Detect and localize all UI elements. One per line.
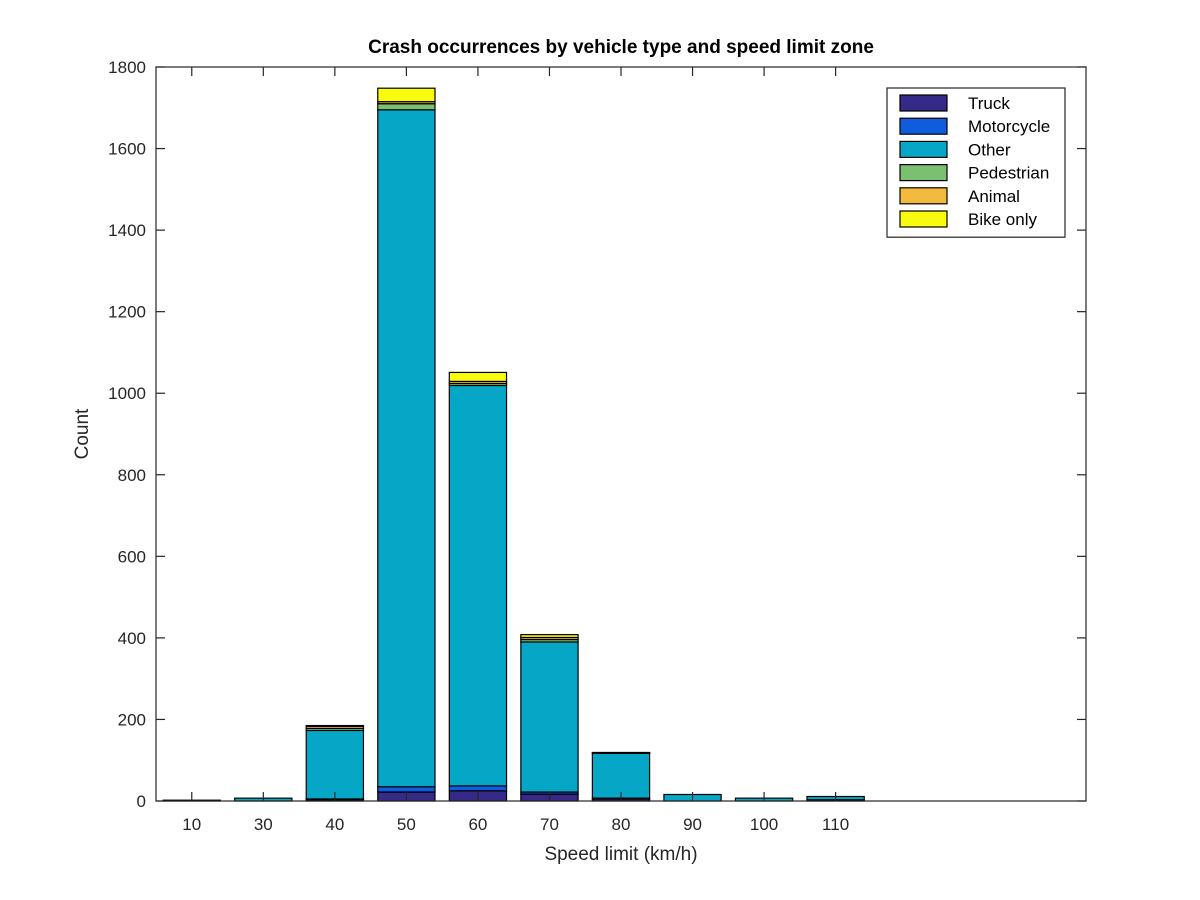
x-tick-label: 10	[182, 815, 201, 834]
y-tick-label: 0	[137, 792, 146, 811]
x-tick-label: 70	[540, 815, 559, 834]
axes-group: 0 200 400 600 800 1000 1200 1400 1600 1800 10 30 40 5…	[108, 58, 1087, 834]
legend-swatch-pedestrian	[899, 164, 948, 182]
bar-segment-50-other	[377, 109, 436, 788]
bar-segment-50-motorcycle	[377, 786, 436, 793]
legend-swatch-truck	[899, 94, 948, 112]
y-tick-label: 1000	[108, 384, 146, 403]
bar-segment-80-other	[591, 752, 651, 799]
bar-segment-70-bike-only	[520, 634, 579, 639]
bar-segment-50-bike-only	[377, 87, 436, 103]
x-axis-label: Speed limit (km/h)	[544, 844, 697, 865]
bar-segment-40-bike-only	[305, 724, 365, 727]
y-tick-label: 800	[118, 466, 146, 485]
legend-swatch-bike-only	[899, 210, 948, 228]
chart-title: Crash occurrences by vehicle type and sp…	[368, 37, 874, 58]
y-tick-label: 200	[118, 710, 146, 729]
y-tick-label: 1600	[108, 140, 146, 159]
legend-label-pedestrian: Pedestrian	[968, 164, 1049, 183]
x-tick-label: 50	[397, 815, 416, 834]
legend-label-animal: Animal	[968, 187, 1020, 206]
legend-swatch-motorcycle	[899, 117, 948, 135]
x-tick-label: 40	[325, 815, 344, 834]
bar-segment-60-other	[448, 384, 508, 787]
y-tick-label: 1200	[108, 303, 146, 322]
y-axis-label: Count	[72, 408, 93, 459]
legend-label-other: Other	[968, 140, 1011, 159]
x-tick-label: 30	[254, 815, 273, 834]
x-tick-label: 60	[468, 815, 487, 834]
x-tick-label: 80	[612, 815, 631, 834]
legend-swatch-other	[899, 140, 948, 158]
y-tick-label: 1800	[108, 58, 146, 77]
y-tick-label: 400	[118, 629, 146, 648]
bar-segment-60-motorcycle	[448, 785, 508, 792]
y-tick-label: 600	[118, 547, 146, 566]
legend-label-truck: Truck	[968, 94, 1010, 113]
bar-segment-40-other	[305, 729, 365, 800]
x-tick-label: 90	[683, 815, 702, 834]
legend-label-motorcycle: Motorcycle	[968, 117, 1050, 136]
bar-segment-80-animal	[591, 751, 651, 754]
bar-segment-50-pedestrian	[377, 103, 436, 111]
legend: Truck Motorcycle Other Pedestrian Animal Bike…	[886, 87, 1066, 238]
x-tick-label: 110	[822, 815, 849, 834]
bar-segment-70-other	[520, 641, 579, 793]
bar-segment-60-bike-only	[448, 371, 508, 382]
y-tick-label: 1400	[108, 221, 146, 240]
legend-swatch-animal	[899, 187, 948, 205]
legend-label-bike-only: Bike only	[968, 210, 1037, 229]
x-tick-label: 100	[750, 815, 778, 834]
